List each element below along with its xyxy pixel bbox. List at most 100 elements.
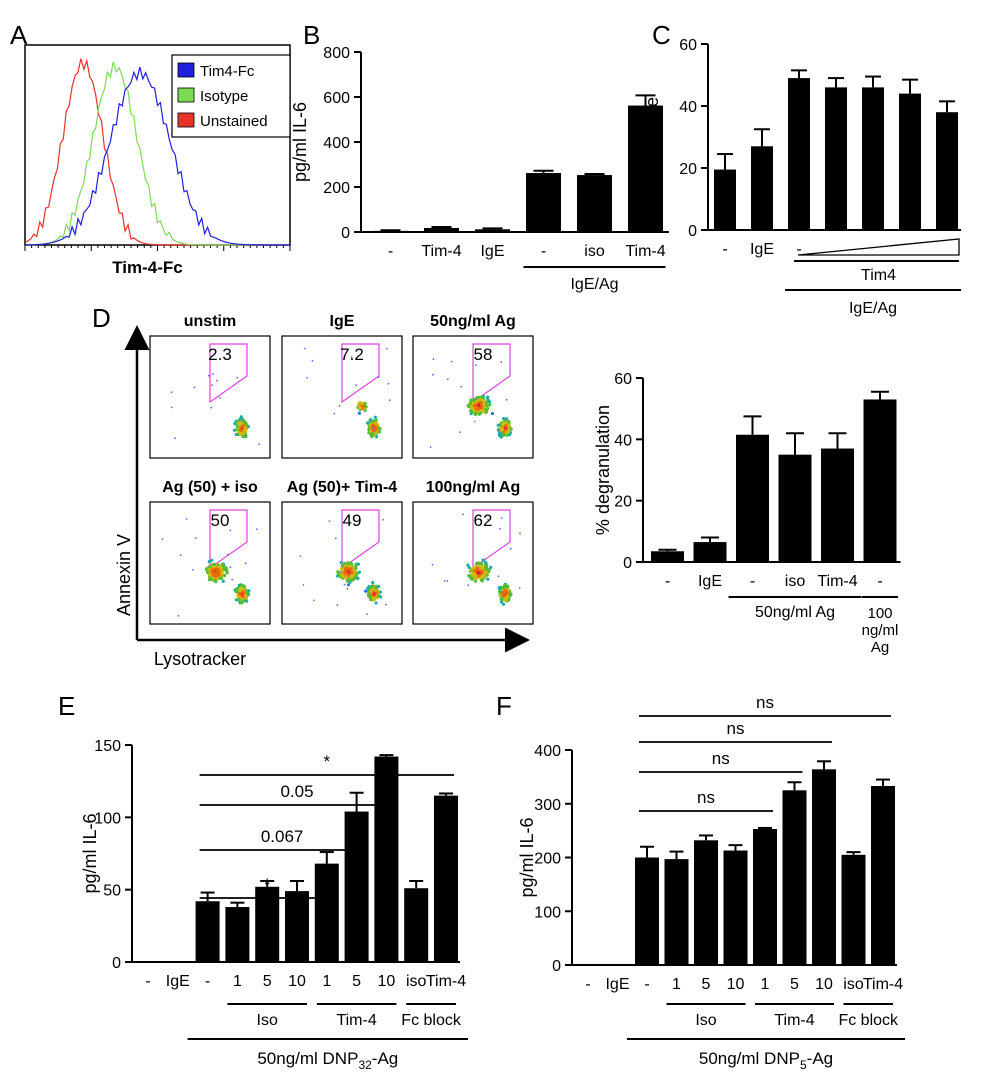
y-tick-label: 150 xyxy=(94,738,121,755)
flow-plot: 50ng/ml Ag 58 xyxy=(412,313,534,459)
bar xyxy=(255,886,280,962)
event-dot xyxy=(366,613,368,615)
event-dot xyxy=(234,598,239,602)
event-dot xyxy=(218,564,222,569)
y-tick-label: 600 xyxy=(323,90,350,107)
gate-outline xyxy=(209,343,248,404)
event-dot xyxy=(205,570,210,574)
event-dot xyxy=(443,580,446,582)
event-dot xyxy=(490,412,494,416)
event-dot xyxy=(243,421,247,425)
panel-label-A: A xyxy=(10,20,28,50)
x-tick-label: Tim-4 xyxy=(625,243,665,260)
event-dot xyxy=(237,422,241,426)
flow-plot-title: unstim xyxy=(184,313,236,330)
event-dot xyxy=(475,576,479,580)
event-dot xyxy=(208,567,212,571)
event-dot xyxy=(385,603,387,606)
event-dot xyxy=(219,397,221,399)
event-dot xyxy=(501,423,505,427)
y-axis-label: % degranulation xyxy=(593,405,613,535)
gate-percentage: 2.3 xyxy=(208,345,232,364)
flow-plot-title: Ag (50) + iso xyxy=(162,479,258,496)
event-dot xyxy=(499,527,501,530)
bar xyxy=(841,854,866,965)
event-dot xyxy=(501,602,506,606)
bar xyxy=(863,399,897,562)
event-dot xyxy=(498,590,502,594)
event-dot xyxy=(241,584,245,588)
panel-label-E: E xyxy=(58,691,75,721)
event-dot xyxy=(432,358,435,361)
flow-plot: Ag (50) + iso 50 xyxy=(149,479,271,625)
gate-percentage: 50 xyxy=(211,511,230,530)
event-dot xyxy=(473,579,478,583)
x-tick-label: Tim-4 xyxy=(817,573,857,590)
x-tick-label: 1 xyxy=(233,973,242,990)
event-dot xyxy=(349,567,353,571)
y-tick-label: 200 xyxy=(323,180,350,197)
y-axis-label: pg/ml IL-6 xyxy=(80,813,100,893)
event-dot xyxy=(388,399,391,402)
event-dot xyxy=(497,431,502,435)
legend-entry: Unstained xyxy=(200,113,268,130)
event-dot xyxy=(460,385,463,388)
bar xyxy=(404,888,429,962)
group-label-subscript: 32 xyxy=(358,1058,372,1072)
x-tick-label: 1 xyxy=(761,976,770,993)
event-dot xyxy=(518,587,521,589)
event-dot xyxy=(216,379,218,382)
event-dot xyxy=(193,386,196,389)
x-tick-label: 5 xyxy=(263,973,272,990)
group-label-suffix: -Ag xyxy=(807,1049,833,1068)
x-tick-label: 10 xyxy=(378,973,396,990)
x-tick-label: IgE xyxy=(698,573,722,590)
x-tick-label: - xyxy=(750,573,755,590)
bar xyxy=(899,93,921,230)
bar xyxy=(424,227,459,232)
event-dot xyxy=(472,409,476,413)
event-dot xyxy=(478,400,483,404)
event-dot xyxy=(340,571,342,574)
event-dot xyxy=(349,562,354,566)
bar xyxy=(736,434,769,562)
event-dot xyxy=(446,378,449,381)
event-dot xyxy=(506,594,510,598)
event-dot xyxy=(462,513,464,516)
chart-panel-a: Tim4-Fc Isotype Unstained Tim-4-Fc xyxy=(24,44,291,277)
x-tick-label: - xyxy=(145,973,150,990)
event-dot xyxy=(212,573,216,578)
event-dot xyxy=(303,347,306,350)
event-dot xyxy=(334,537,337,540)
bar xyxy=(314,863,339,962)
event-dot xyxy=(358,406,363,410)
event-dot xyxy=(476,571,480,575)
x-tick-label: 5 xyxy=(790,976,799,993)
event-dot xyxy=(369,597,373,602)
x-tick-label: - xyxy=(877,573,882,590)
event-dot xyxy=(387,382,390,385)
event-dot xyxy=(246,425,250,429)
chart-panel-d-flow: Annexin V Lysotracker unstim 2.3 IgE 7.2 50ng/… xyxy=(114,313,534,669)
event-dot xyxy=(306,376,308,379)
bar xyxy=(635,857,659,965)
event-dot xyxy=(370,592,374,597)
event-dot xyxy=(328,520,331,522)
group-label-line: 100 xyxy=(867,605,892,622)
x-tick-label: - xyxy=(585,976,590,993)
x-tick-label: 1 xyxy=(672,976,681,993)
event-dot xyxy=(496,428,501,432)
event-dot xyxy=(192,569,194,571)
event-dot xyxy=(373,427,377,431)
group-label: 100 ng/ml Ag xyxy=(862,605,899,656)
event-dot xyxy=(244,599,249,603)
group-label: IgE/Ag xyxy=(849,300,897,317)
y-axis-label: % release xyxy=(642,97,662,177)
x-tick-label: Tim-4 xyxy=(421,243,461,260)
event-dot xyxy=(343,583,346,586)
event-dot xyxy=(370,432,374,436)
event-dot xyxy=(467,584,470,586)
event-dot xyxy=(477,561,481,565)
event-dot xyxy=(244,562,247,565)
event-dot xyxy=(221,579,225,583)
